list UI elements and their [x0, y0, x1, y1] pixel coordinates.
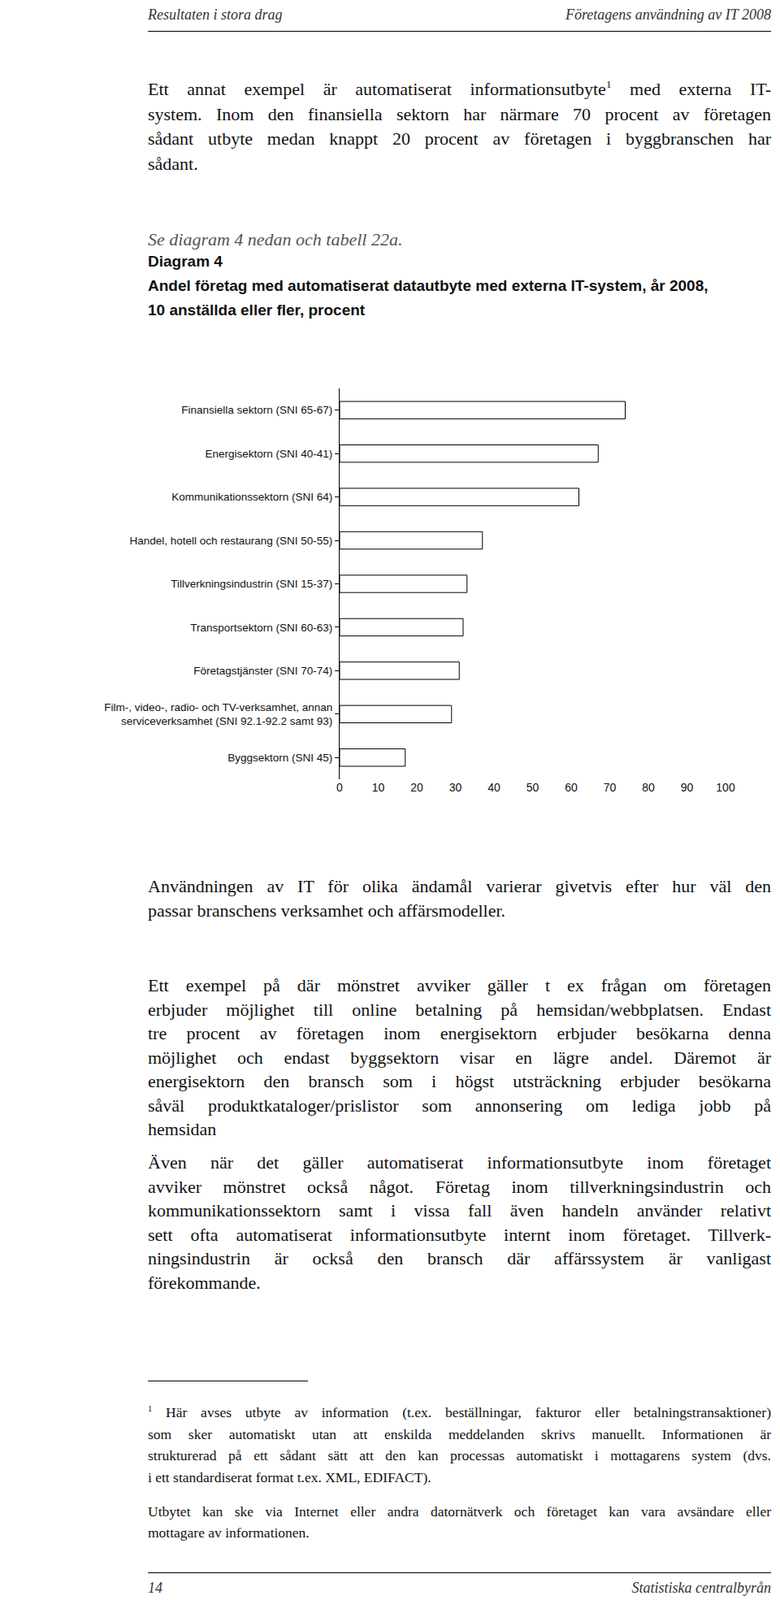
html-text:sett ofta automatiserat inform: sett ofta automatiserat informationsutby…	[147, 1224, 772, 1245]
html-text:erbjuder möjlighet till online: erbjuder möjlighet till online betalning…	[147, 998, 772, 1020]
svg-text:60: 60	[564, 780, 578, 794]
svg-text:Tillverkningsindustrin (SNI 15: Tillverkningsindustrin (SNI 15-37)	[170, 577, 333, 590]
html-text:avviker mönstret också något.: avviker mönstret också något. Företag in…	[147, 1176, 772, 1197]
html-text:14: 14	[147, 1579, 163, 1596]
html-text:Även när det gäller automatise: Även när det gäller automatiserat inform…	[147, 1152, 772, 1173]
html-text:Diagram 4 Andel företag med au: Diagram 4 Andel företag med automatisera…	[147, 252, 709, 319]
html-text:strukturerad på ett sådant sät: strukturerad på ett sådant sätt att den …	[147, 1447, 772, 1464]
html-text:Utbytet kan ske via Internet e: Utbytet kan ske via Internet eller andra…	[147, 1503, 772, 1520]
svg-text:Transportsektorn (SNI 60-63): Transportsektorn (SNI 60-63)	[190, 621, 333, 634]
html-text:Användningen av IT för olika ä: Användningen av IT för olika ändamål var…	[147, 875, 772, 897]
html-text:som sker automatiskt utan att: som sker automatiskt utan att enskilda m…	[147, 1425, 772, 1442]
html-text:sådant utbyte medan knappt 20: sådant utbyte medan knappt 20 procent av…	[147, 128, 772, 149]
html-text:Resultaten i stora drag: Resultaten i stora drag	[147, 6, 283, 23]
html-text:Se diagram 4 nedan och tabell: Se diagram 4 nedan och tabell 22a.	[147, 229, 403, 250]
svg-text:Film-, video-, radio- och TV-v: Film-, video-, radio- och TV-verksamhet,…	[104, 701, 333, 728]
svg-text:Energisektorn (SNI 40-41): Energisektorn (SNI 40-41)	[204, 447, 333, 460]
html-text:system. Inom den finansiella s: system. Inom den finansiella sektorn har…	[147, 103, 772, 124]
svg-text:90: 90	[680, 780, 694, 794]
svg-text:Finansiella sektorn (SNI 65-67: Finansiella sektorn (SNI 65-67)	[181, 403, 333, 416]
html-text:tre procent av företagen inom: tre procent av företagen inom energisekt…	[147, 1022, 772, 1044]
svg-text:80: 80	[641, 780, 655, 794]
svg-text:70: 70	[603, 780, 617, 794]
svg-text:100: 100	[715, 780, 736, 794]
svg-text:10: 10	[372, 780, 386, 794]
html-text:Företagens användning av IT 20: Företagens användning av IT 2008	[565, 6, 772, 23]
svg-text:Företagstjänster (SNI 70-74): Företagstjänster (SNI 70-74)	[193, 664, 333, 677]
svg-text:Handel, hotell och restaurang: Handel, hotell och restaurang (SNI 50-55…	[129, 534, 333, 547]
html-text:ningsindustrin är också den br: ningsindustrin är också den bransch där …	[147, 1248, 772, 1269]
svg-text:20: 20	[410, 780, 424, 794]
html-text:Ett exempel på där mönstret av: Ett exempel på där mönstret avviker gäll…	[147, 975, 772, 996]
html-text:i ett standardiserat format t.: i ett standardiserat format t.ex. XML, E…	[147, 1468, 432, 1485]
html-text:sådant.: sådant.	[147, 153, 199, 174]
html-text:passar branschens verksamhet o: passar branschens verksamhet och affärsm…	[147, 899, 506, 921]
html-text:1Här avses utbyte av informati: 1Här avses utbyte av information (t.ex. …	[147, 1403, 772, 1421]
svg-text:30: 30	[449, 780, 463, 794]
svg-text:40: 40	[487, 780, 501, 794]
html-text:såväl produktkataloger/prislis: såväl produktkataloger/prislistor som an…	[147, 1094, 772, 1116]
html-text:Ett annat exempel är automatis: Ett annat exempel är automatiserat infor…	[147, 77, 772, 100]
html-text:energisektorn den bransch som: energisektorn den bransch som i högst ut…	[147, 1070, 772, 1092]
html-text:möjlighet och endast byggsekto: möjlighet och endast byggsektorn visar e…	[147, 1046, 772, 1068]
html-text:mottagare av informationen.: mottagare av informationen.	[147, 1523, 310, 1541]
html-text:kommunikationssektorn samt i v: kommunikationssektorn samt i vissa fall …	[147, 1200, 772, 1221]
svg-text:Kommunikationssektorn (SNI 64): Kommunikationssektorn (SNI 64)	[171, 490, 333, 503]
svg-text:0: 0	[336, 780, 343, 794]
html-text:Statistiska centralbyrån: Statistiska centralbyrån	[631, 1579, 772, 1596]
svg-text:50: 50	[526, 780, 540, 794]
html-text:förekommande.: förekommande.	[147, 1271, 261, 1293]
html-text:hemsidan: hemsidan	[147, 1118, 217, 1140]
svg-text:Byggsektorn (SNI 45): Byggsektorn (SNI 45)	[227, 751, 333, 764]
